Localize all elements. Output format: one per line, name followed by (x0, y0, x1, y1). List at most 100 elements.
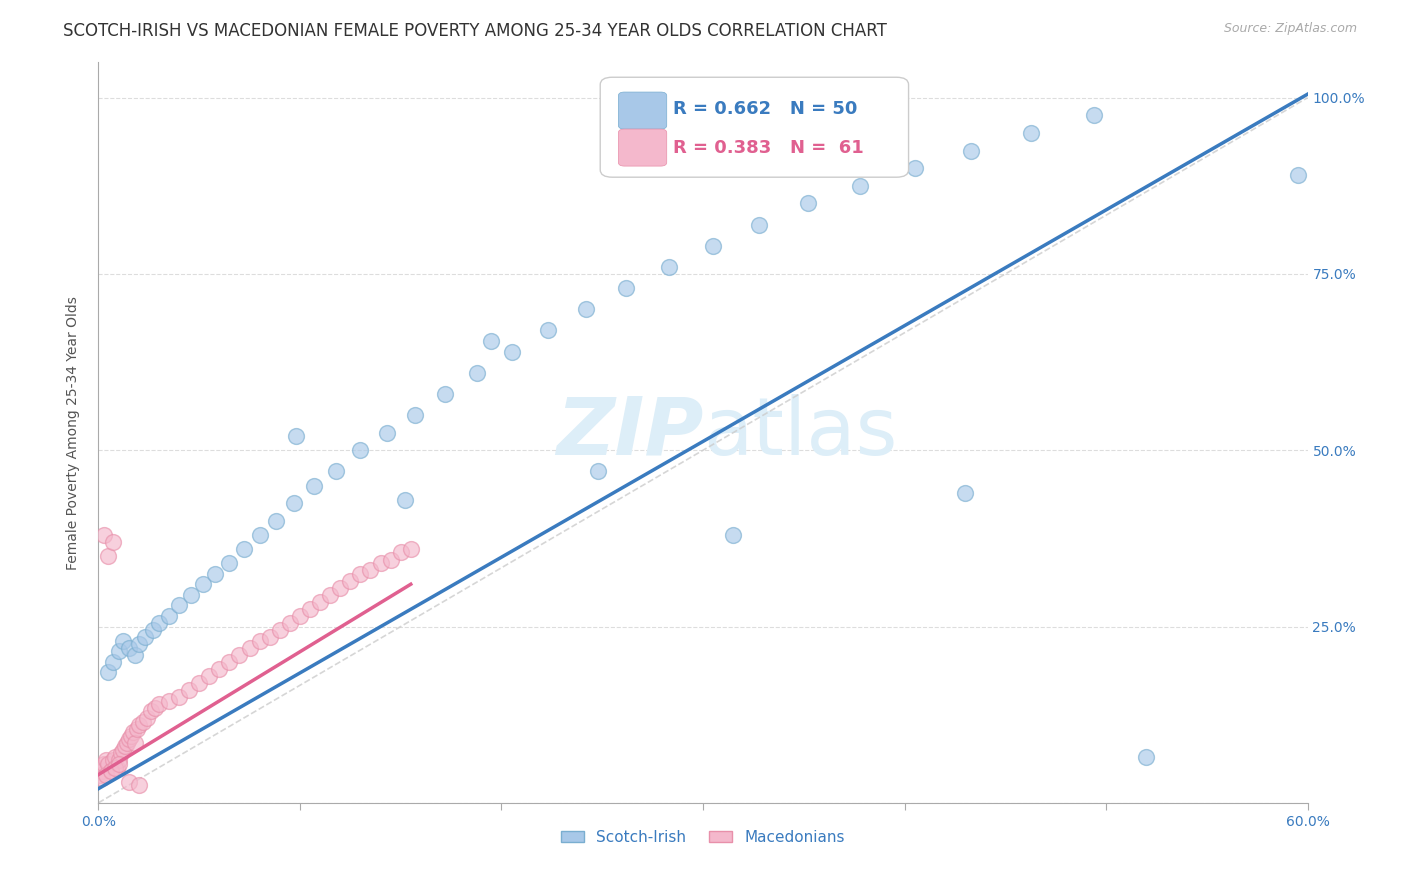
Point (575, 302, 598, 317)
Point (232, 541, 254, 556)
Point (586, 464, 609, 478)
Point (339, 574, 361, 588)
Point (702, 239, 724, 253)
Point (284, 429, 307, 443)
Text: ZIP: ZIP (555, 393, 703, 472)
Point (278, 615, 301, 630)
Point (616, 281, 638, 295)
FancyBboxPatch shape (619, 129, 666, 166)
Point (101, 655, 124, 669)
Point (107, 644, 129, 658)
Point (239, 640, 262, 655)
Point (101, 535, 124, 549)
Point (128, 778, 150, 792)
Point (124, 648, 146, 662)
Point (349, 566, 371, 581)
Point (103, 750, 125, 764)
Point (375, 425, 398, 440)
Point (394, 492, 416, 507)
Point (167, 599, 190, 613)
Point (404, 408, 426, 422)
Point (93, 757, 115, 772)
FancyBboxPatch shape (619, 92, 666, 129)
Point (111, 743, 134, 757)
Point (143, 700, 166, 714)
Point (105, 760, 128, 774)
Point (1083, 108, 1105, 122)
Point (96, 754, 118, 768)
Point (269, 623, 291, 637)
Point (658, 260, 681, 274)
Point (748, 218, 770, 232)
Point (167, 690, 190, 704)
Point (302, 478, 325, 492)
Text: atlas: atlas (703, 393, 897, 472)
Point (148, 615, 170, 630)
Point (198, 669, 221, 683)
Point (110, 747, 132, 761)
FancyBboxPatch shape (600, 78, 908, 178)
Point (537, 323, 560, 337)
Point (849, 178, 872, 193)
Point (953, 485, 976, 500)
Point (325, 464, 347, 478)
Point (157, 609, 180, 624)
Point (1135, 750, 1157, 764)
Point (329, 581, 352, 595)
Point (128, 637, 150, 651)
Point (121, 725, 143, 739)
Point (125, 722, 148, 736)
Point (228, 648, 250, 662)
Y-axis label: Female Poverty Among 25-34 Year Olds: Female Poverty Among 25-34 Year Olds (66, 295, 80, 570)
Point (434, 387, 457, 401)
Point (360, 563, 382, 577)
Point (132, 714, 155, 729)
Point (97, 665, 120, 680)
Point (89, 767, 111, 781)
Point (96, 767, 118, 781)
Point (465, 366, 488, 380)
Point (501, 344, 523, 359)
Text: Source: ZipAtlas.com: Source: ZipAtlas.com (1223, 22, 1357, 36)
Point (319, 588, 342, 602)
Point (139, 704, 162, 718)
Point (91, 764, 114, 778)
Point (193, 577, 215, 591)
Point (204, 566, 226, 581)
Point (299, 602, 322, 616)
Point (97, 757, 120, 772)
Point (1286, 168, 1309, 182)
Point (218, 556, 240, 570)
Point (157, 693, 180, 707)
Point (101, 754, 124, 768)
Legend: Scotch-Irish, Macedonians: Scotch-Irish, Macedonians (555, 823, 851, 851)
Point (389, 545, 412, 559)
Point (135, 711, 157, 725)
Point (124, 736, 146, 750)
Point (249, 528, 271, 542)
Point (370, 556, 392, 570)
Point (723, 528, 745, 542)
Point (179, 683, 201, 698)
Point (797, 196, 820, 211)
Point (249, 633, 271, 648)
Text: R = 0.383   N =  61: R = 0.383 N = 61 (672, 138, 863, 157)
Point (799, 87, 821, 102)
Point (118, 774, 141, 789)
Point (218, 655, 240, 669)
Point (142, 623, 165, 637)
Point (148, 697, 170, 711)
Point (111, 633, 134, 648)
Point (1021, 126, 1043, 140)
Text: SCOTCH-IRISH VS MACEDONIAN FEMALE POVERTY AMONG 25-34 YEAR OLDS CORRELATION CHAR: SCOTCH-IRISH VS MACEDONIAN FEMALE POVERT… (63, 22, 887, 40)
Point (208, 662, 231, 676)
Point (904, 161, 927, 176)
Point (115, 736, 138, 750)
Point (100, 764, 122, 778)
Point (107, 754, 129, 768)
Point (120, 729, 142, 743)
Point (960, 144, 983, 158)
Point (114, 739, 136, 754)
Point (188, 676, 211, 690)
Point (288, 609, 311, 624)
